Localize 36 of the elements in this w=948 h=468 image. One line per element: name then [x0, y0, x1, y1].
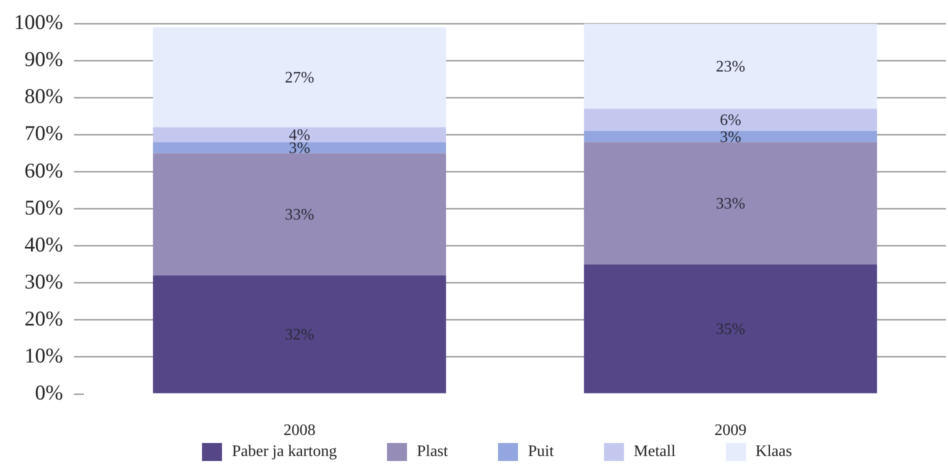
- data-label: 23%: [716, 58, 746, 76]
- legend-label: Klaas: [756, 443, 792, 461]
- y-tick-label: 0%: [35, 380, 63, 405]
- y-tick-label: 10%: [24, 343, 63, 368]
- y-tick-label: 50%: [24, 195, 63, 220]
- bar: [584, 264, 878, 394]
- bar: [584, 131, 878, 142]
- legend-label: Puit: [528, 443, 554, 461]
- bar: [584, 108, 878, 132]
- y-tick-label: 90%: [24, 47, 63, 72]
- x-tick-label: 2009: [714, 422, 746, 439]
- y-tick-label: 60%: [24, 158, 63, 182]
- y-tick-label: 30%: [24, 269, 63, 294]
- y-tick-label: 80%: [24, 84, 63, 108]
- legend-label: Metall: [634, 443, 676, 461]
- legend-label: Plast: [416, 443, 448, 461]
- bar: [584, 24, 878, 109]
- legend-label: Paber ja kartong: [232, 443, 337, 461]
- data-label: 6%: [720, 112, 742, 130]
- bar: [152, 127, 446, 142]
- x-tick-label: 2008: [284, 422, 316, 439]
- bar: [152, 142, 446, 154]
- data-label: 3%: [720, 128, 742, 146]
- bar: [152, 27, 446, 128]
- data-label: 32%: [284, 326, 314, 344]
- data-label: 35%: [716, 321, 746, 338]
- y-tick-label: 20%: [24, 306, 63, 330]
- bar: [152, 275, 446, 394]
- data-label: 33%: [284, 206, 314, 224]
- y-tick-label: 100%: [14, 10, 63, 34]
- data-label: 33%: [716, 195, 746, 212]
- data-label: 27%: [284, 70, 314, 87]
- bar: [584, 142, 878, 264]
- y-tick-label: 70%: [24, 121, 63, 146]
- y-tick-label: 40%: [24, 232, 63, 256]
- bar: [152, 153, 446, 276]
